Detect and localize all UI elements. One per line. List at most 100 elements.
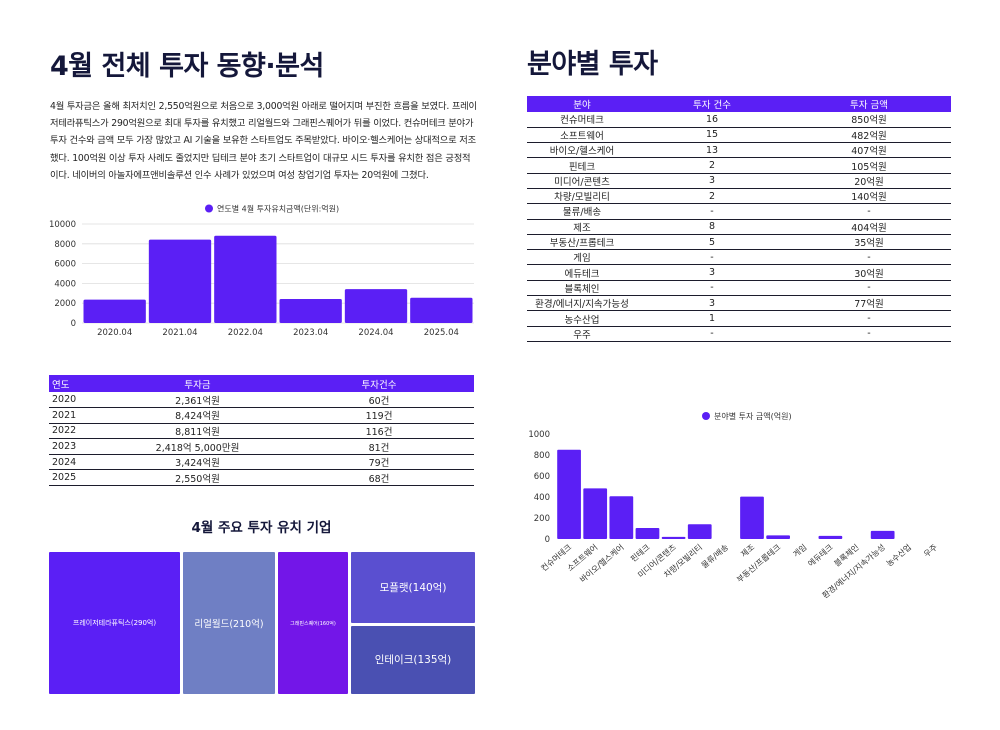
table-cell: 2020 — [49, 392, 111, 409]
bar — [83, 299, 146, 323]
treemap-label: 인테이크(135억) — [374, 654, 452, 667]
table-cell: 8,811억원 — [111, 423, 284, 440]
table-cell: - — [787, 203, 951, 220]
column-header: 분야 — [527, 96, 637, 112]
column-header: 투자 금액 — [787, 96, 951, 112]
table-row: 2025 2,550억원 68건 — [49, 469, 474, 487]
table-row: 2021 8,424억원 119건 — [49, 407, 474, 424]
intro-paragraph: 4월 투자금은 올해 최저치인 2,550억원으로 처음으로 3,000억원 아… — [50, 101, 477, 181]
x-tick-label: 에듀테크 — [806, 543, 834, 569]
table-cell: 3 — [637, 295, 787, 312]
treemap-label: 리얼월드(210억) — [194, 619, 264, 630]
table-cell: 물류/배송 — [527, 203, 637, 220]
table-cell: 16 — [637, 112, 787, 128]
table-cell: 2021 — [49, 407, 111, 424]
x-tick-label: 제조 — [739, 543, 756, 559]
x-tick-label: 농수산업 — [884, 542, 913, 569]
table-cell: 35억원 — [787, 234, 951, 251]
treemap-label: 프레이저테라퓨틱스(290억) — [72, 619, 157, 627]
table-cell: 2023 — [49, 438, 111, 455]
table-cell: 환경/에너지/지속가능성 — [527, 295, 637, 312]
bar — [609, 496, 634, 539]
bar — [410, 297, 473, 323]
legend-marker — [205, 204, 213, 213]
table-row: 2023 2,418억 5,000만원 81건 — [49, 438, 474, 455]
table-cell: 2 — [637, 188, 787, 205]
x-tick-label: 핀테크 — [629, 543, 652, 564]
treemap-cell: 인테이크(135억) — [351, 625, 475, 694]
top-companies-treemap: 프레이저테라퓨틱스(290억) 리얼월드(210억) 그래핀스퀘어(160억) 모플랫… — [49, 552, 475, 694]
y-tick-label: 400 — [534, 493, 550, 503]
table-cell: 79건 — [284, 454, 474, 471]
table-cell: - — [637, 203, 787, 220]
treemap-title: 4월 주요 투자 유치 기업 — [191, 520, 332, 536]
x-tick-label: 2021.04 — [162, 328, 197, 338]
table-cell: 68건 — [284, 469, 474, 487]
x-tick-label: 2022.04 — [228, 328, 263, 338]
table-cell: 게임 — [527, 249, 637, 266]
legend-marker — [702, 412, 710, 420]
table-cell: 407억원 — [787, 142, 951, 159]
table-cell: 140억원 — [787, 188, 951, 205]
y-tick-label: 800 — [534, 451, 550, 461]
column-header: 투자금 — [111, 375, 284, 392]
table-cell: 미디어/콘텐츠 — [527, 173, 637, 189]
table-cell: 컨슈머테크 — [527, 112, 637, 128]
table-row: 농수산업 1- — [527, 310, 951, 327]
table-header-row: 연도 투자금 투자건수 — [49, 375, 474, 392]
table-cell: 13 — [637, 142, 787, 159]
table-cell: 5 — [637, 234, 787, 251]
treemap-label: 그래핀스퀘어(160억) — [290, 620, 336, 627]
table-cell: - — [787, 249, 951, 266]
treemap-cell: 모플랫(140억) — [351, 552, 475, 623]
table-cell: 2,550억원 — [111, 469, 284, 487]
legend-label: 분야별 투자 금액(억원) — [714, 411, 792, 421]
table-row: 블록체인 - - — [527, 280, 951, 297]
table-cell: 3,424억원 — [111, 454, 284, 471]
table-row: 제조 8 404억원 — [527, 219, 951, 235]
table-cell: - — [637, 249, 787, 266]
column-header: 연도 — [49, 375, 111, 392]
table-cell: 차량/모빌리티 — [527, 188, 637, 205]
table-cell: 바이오/헬스케어 — [527, 142, 637, 159]
x-tick-label: 우주 — [922, 543, 939, 559]
table-row: 소프트웨어 15 482억원 — [527, 127, 951, 144]
bar — [687, 524, 712, 539]
bar — [214, 235, 277, 323]
y-tick-label: 8000 — [54, 240, 76, 250]
table-cell: 1 — [637, 310, 787, 327]
table-cell: - — [637, 280, 787, 297]
table-cell: - — [787, 280, 951, 297]
table-cell: 2 — [637, 157, 787, 174]
y-tick-label: 6000 — [54, 260, 76, 270]
table-cell: 8 — [637, 219, 787, 235]
table-cell: 2,361억원 — [111, 392, 284, 409]
yearly-investment-chart: 연도별 4월 투자유치금액(단위:억원) 0 2000 4000 6000 8000 100… — [49, 204, 474, 338]
table-row: 게임 - - — [527, 249, 951, 266]
bar — [344, 289, 408, 323]
bar — [148, 239, 212, 323]
x-tick-label: 2020.04 — [97, 328, 132, 338]
bar — [557, 449, 581, 539]
table-cell: 블록체인 — [527, 280, 637, 297]
table-cell: 119건 — [284, 407, 474, 424]
x-tick-label: 물류/배송 — [700, 543, 730, 571]
table-cell: - — [787, 326, 951, 342]
table-cell: 105억원 — [787, 157, 951, 174]
table-cell: 20억원 — [787, 173, 951, 189]
page-title-right: 분야별 투자 — [527, 49, 658, 80]
table-cell: 30억원 — [787, 264, 951, 281]
x-tick-label: 2025.04 — [424, 328, 459, 338]
table-cell: 3 — [637, 173, 787, 189]
y-tick-label: 0 — [71, 319, 76, 329]
table-row: 차량/모빌리티 2 140억원 — [527, 188, 951, 205]
table-cell: 3 — [637, 264, 787, 281]
legend-label: 연도별 4월 투자유치금액(단위:억원) — [217, 204, 339, 214]
table-row: 물류/배송 - - — [527, 203, 951, 220]
table-cell: 2022 — [49, 423, 111, 440]
column-header: 투자 건수 — [637, 96, 787, 112]
treemap-cell: 그래핀스퀘어(160억) — [278, 552, 348, 694]
bar — [661, 536, 686, 539]
table-cell: 77억원 — [787, 295, 951, 312]
page-title-left: 4월 전체 투자 동향·분석 — [50, 51, 324, 82]
